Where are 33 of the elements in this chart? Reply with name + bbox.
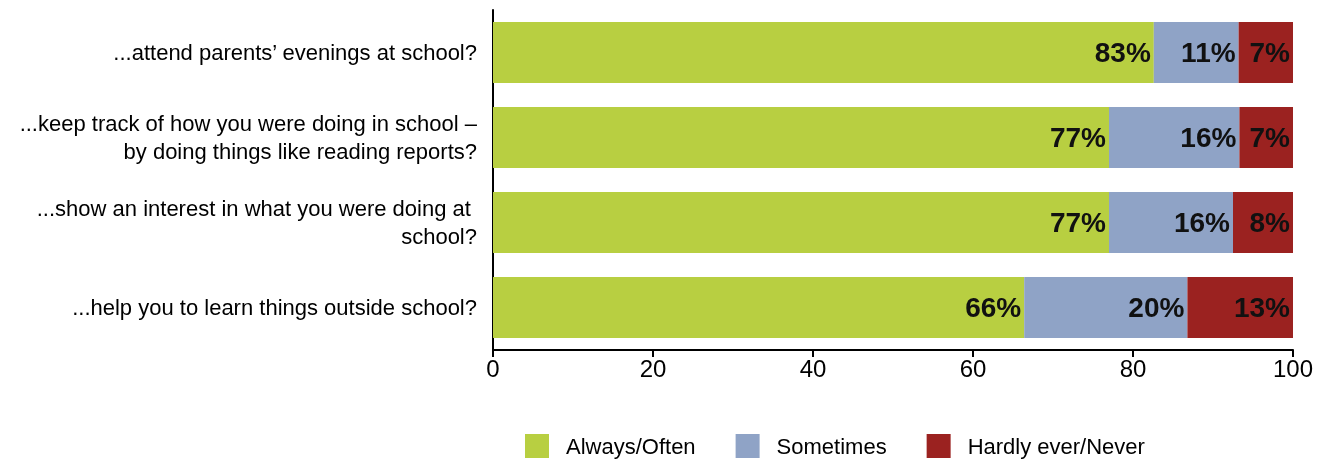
bar [493,276,1025,339]
x-tick-label: 60 [959,354,987,382]
data-label: 77% [1049,122,1107,153]
data-label: 77% [1049,207,1107,238]
bar [1187,276,1293,339]
legend-label: Hardly ever/Never [967,433,1145,459]
data-label: 13% [1233,292,1291,323]
y-tick-label: ...help you to learn things outside school? [72,295,477,320]
bar [1109,191,1233,254]
data-label: 7% [1249,122,1291,153]
x-tick-label: 0 [486,354,500,382]
data-label: 7% [1249,37,1291,68]
y-tick-label: ...keep track of how you were doing in school – by doing things like reading reports? [19,111,478,164]
data-label: 83% [1094,37,1151,68]
data-label: 66% [965,292,1022,323]
data-label: 11% [1181,37,1236,68]
data-label: 20% [1128,292,1185,323]
bar [493,21,1154,84]
bar [1109,106,1240,169]
bar [1024,276,1188,339]
data-label: 16% [1180,122,1237,153]
x-tick-label: 80 [1119,354,1147,382]
bar [493,191,1109,254]
data-label: 8% [1249,207,1291,238]
x-tick-label: 40 [799,354,827,382]
y-tick-label: ...attend parents’ evenings at school? [113,40,477,65]
x-tick-label: 100 [1272,354,1314,382]
legend-label: Always/Often [566,433,696,459]
y-tick-label: ...show an interest in what you were doing at school? [36,196,477,249]
data-label: 16% [1173,207,1231,238]
legend-label: Sometimes [776,433,887,459]
bar [493,106,1109,169]
x-tick-label: 20 [639,354,667,382]
